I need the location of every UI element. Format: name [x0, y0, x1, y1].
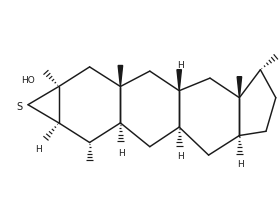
Polygon shape [177, 70, 181, 91]
Text: H: H [118, 148, 125, 157]
Text: S: S [16, 102, 22, 112]
Text: HO: HO [21, 76, 35, 85]
Text: H: H [177, 151, 184, 160]
Polygon shape [237, 77, 242, 98]
Text: H: H [35, 144, 42, 153]
Polygon shape [118, 66, 123, 87]
Text: H: H [177, 61, 184, 70]
Text: H: H [237, 159, 244, 168]
